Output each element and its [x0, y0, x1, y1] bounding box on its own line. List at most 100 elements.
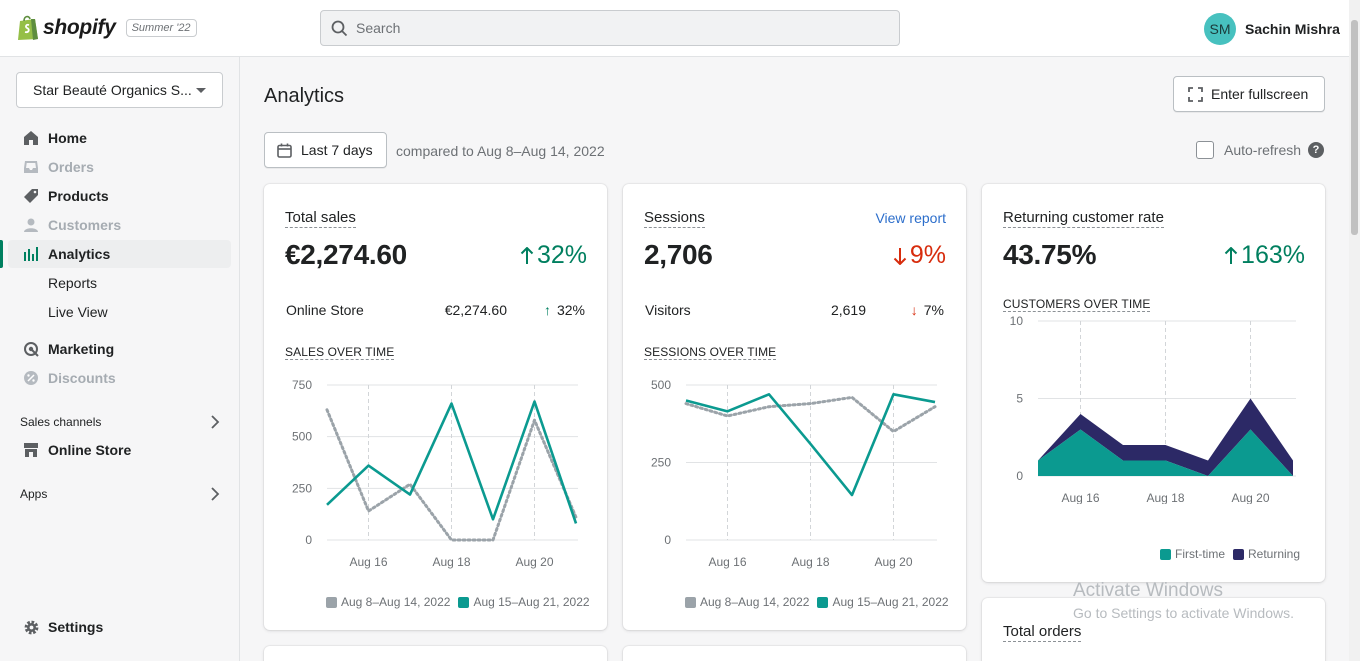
fullscreen-icon [1188, 86, 1203, 102]
view-report-link[interactable]: View report [875, 210, 946, 226]
row-value: €2,274.60 [444, 302, 507, 318]
arrow-up-icon [520, 246, 534, 264]
legend-label-current: Aug 15–Aug 21, 2022 [473, 595, 590, 609]
store-name: Star Beauté Organics S... [33, 82, 192, 98]
sales-legend: Aug 8–Aug 14, 2022 Aug 15–Aug 21, 2022 [320, 595, 590, 609]
sales-chart-title[interactable]: SALES OVER TIME [285, 345, 395, 360]
page-scrollbar[interactable] [1349, 0, 1360, 661]
total-sales-title[interactable]: Total sales [285, 209, 356, 228]
search-input[interactable] [356, 20, 856, 36]
sessions-chart-title[interactable]: SESSIONS OVER TIME [644, 345, 777, 360]
shopify-bag-icon [18, 15, 38, 40]
legend-label-previous: Aug 8–Aug 14, 2022 [700, 595, 810, 609]
x-tick-label: Aug 18 [791, 555, 829, 569]
arrow-up-icon [1224, 246, 1238, 264]
sidebar-item-label: Products [48, 188, 109, 204]
legend-swatch-previous [326, 596, 337, 608]
previous-period-line [325, 408, 578, 542]
sidebar-item-discounts[interactable]: Discounts [8, 364, 231, 392]
scrollbar-thumb[interactable] [1351, 20, 1358, 235]
row-label: Online Store [286, 302, 364, 318]
auto-refresh-checkbox[interactable] [1196, 141, 1214, 159]
user-menu[interactable]: SM Sachin Mishra [1204, 13, 1340, 45]
returning-change: 163% [1224, 241, 1305, 270]
orders-icon [22, 158, 40, 176]
arrow-down-small-icon: ↓ [910, 302, 918, 318]
sales-channels-header[interactable]: Sales channels [20, 415, 220, 429]
auto-refresh-toggle[interactable]: Auto-refresh ? [1196, 141, 1325, 159]
row-label: Visitors [645, 302, 691, 318]
person-icon [22, 216, 40, 234]
sidebar-item-home[interactable]: Home [8, 124, 231, 152]
calendar-icon [277, 143, 292, 158]
search-icon [331, 20, 348, 36]
sessions-change: 9% [893, 241, 946, 270]
legend-label-previous: Aug 8–Aug 14, 2022 [341, 595, 451, 609]
date-range-label: Last 7 days [301, 142, 373, 158]
partial-card [623, 646, 966, 661]
visitors-row: Visitors 2,619 ↓ 7% [645, 302, 944, 322]
sidebar-item-marketing[interactable]: Marketing [8, 335, 231, 363]
sidebar-item-label: Settings [48, 619, 104, 635]
apps-header[interactable]: Apps [20, 487, 220, 501]
y-tick-label: 250 [651, 456, 671, 470]
search-bar[interactable] [320, 10, 900, 46]
total-orders-card: Total orders [982, 598, 1325, 661]
arrow-up-small-icon: ↑ [543, 302, 551, 318]
sessions-title[interactable]: Sessions [644, 209, 705, 228]
x-tick-label: Aug 20 [1231, 491, 1269, 504]
total-sales-card: Total sales €2,274.60 32% Online Store €… [264, 184, 607, 630]
sidebar-item-customers[interactable]: Customers [8, 211, 231, 239]
y-tick-label: 750 [292, 378, 312, 392]
top-bar: shopify Summer '22 SM Sachin Mishra [0, 0, 1360, 57]
sidebar-item-orders[interactable]: Orders [8, 153, 231, 181]
store-selector[interactable]: Star Beauté Organics S... [16, 72, 223, 108]
date-range-button[interactable]: Last 7 days [264, 132, 387, 168]
caret-down-icon [196, 88, 206, 93]
x-tick-label: Aug 16 [1061, 491, 1099, 504]
sessions-card: Sessions View report 2,706 9% Visitors 2… [623, 184, 966, 630]
main-content: Analytics Enter fullscreen Last 7 days c… [240, 57, 1349, 661]
row-value: 2,619 [830, 302, 866, 318]
customers-over-time-chart: 0 5 10 Aug 16 Aug 18 Aug 20 [1010, 314, 1296, 504]
total-sales-change: 32% [520, 241, 587, 270]
sidebar: Star Beauté Organics S... Home Orders Pr… [0, 57, 240, 661]
y-tick-label: 500 [292, 430, 312, 444]
y-tick-label: 10 [1010, 314, 1024, 328]
target-icon [22, 340, 40, 358]
sidebar-item-analytics[interactable]: Analytics [0, 240, 231, 268]
x-tick-label: Aug 18 [1146, 491, 1184, 504]
total-sales-value: €2,274.60 [285, 239, 407, 270]
windows-watermark-title: Activate Windows [1073, 580, 1223, 601]
current-period-line [326, 400, 578, 524]
sidebar-subitem-reports[interactable]: Reports [48, 275, 98, 291]
enter-fullscreen-button[interactable]: Enter fullscreen [1173, 76, 1325, 112]
sidebar-item-label: Analytics [48, 246, 111, 262]
help-icon[interactable]: ? [1308, 142, 1325, 158]
comparison-text: compared to Aug 8–Aug 14, 2022 [396, 143, 605, 159]
auto-refresh-label: Auto-refresh [1224, 142, 1302, 158]
sidebar-item-products[interactable]: Products [8, 182, 231, 210]
online-store-row: Online Store €2,274.60 ↑ 32% [286, 302, 585, 322]
apps-label: Apps [20, 487, 48, 501]
legend-label-first-time: First-time [1175, 547, 1225, 561]
page-title: Analytics [264, 85, 345, 107]
legend-swatch-first-time [1160, 548, 1171, 560]
row-change-value: 32% [556, 302, 585, 318]
sidebar-subitem-live-view[interactable]: Live View [48, 304, 108, 320]
sidebar-item-online-store[interactable]: Online Store [8, 436, 231, 464]
sidebar-item-label: Home [48, 130, 87, 146]
shopify-logo[interactable]: shopify Summer '22 [16, 14, 197, 41]
enter-fullscreen-label: Enter fullscreen [1211, 86, 1309, 102]
user-name: Sachin Mishra [1245, 21, 1340, 37]
sessions-change-value: 9% [909, 241, 946, 269]
avatar: SM [1204, 13, 1236, 45]
returning-title[interactable]: Returning customer rate [1003, 209, 1164, 228]
total-orders-title[interactable]: Total orders [1003, 623, 1082, 642]
sales-over-time-chart: 0 250 500 750 Aug 16 Aug 18 Aug 20 [292, 378, 578, 569]
sidebar-item-settings[interactable]: Settings [8, 613, 231, 641]
returning-customer-card: Returning customer rate 43.75% 163% CUST… [982, 184, 1325, 582]
customers-chart-title[interactable]: CUSTOMERS OVER TIME [1003, 297, 1151, 312]
sidebar-item-label: Online Store [48, 442, 132, 458]
y-tick-label: 250 [292, 481, 312, 495]
